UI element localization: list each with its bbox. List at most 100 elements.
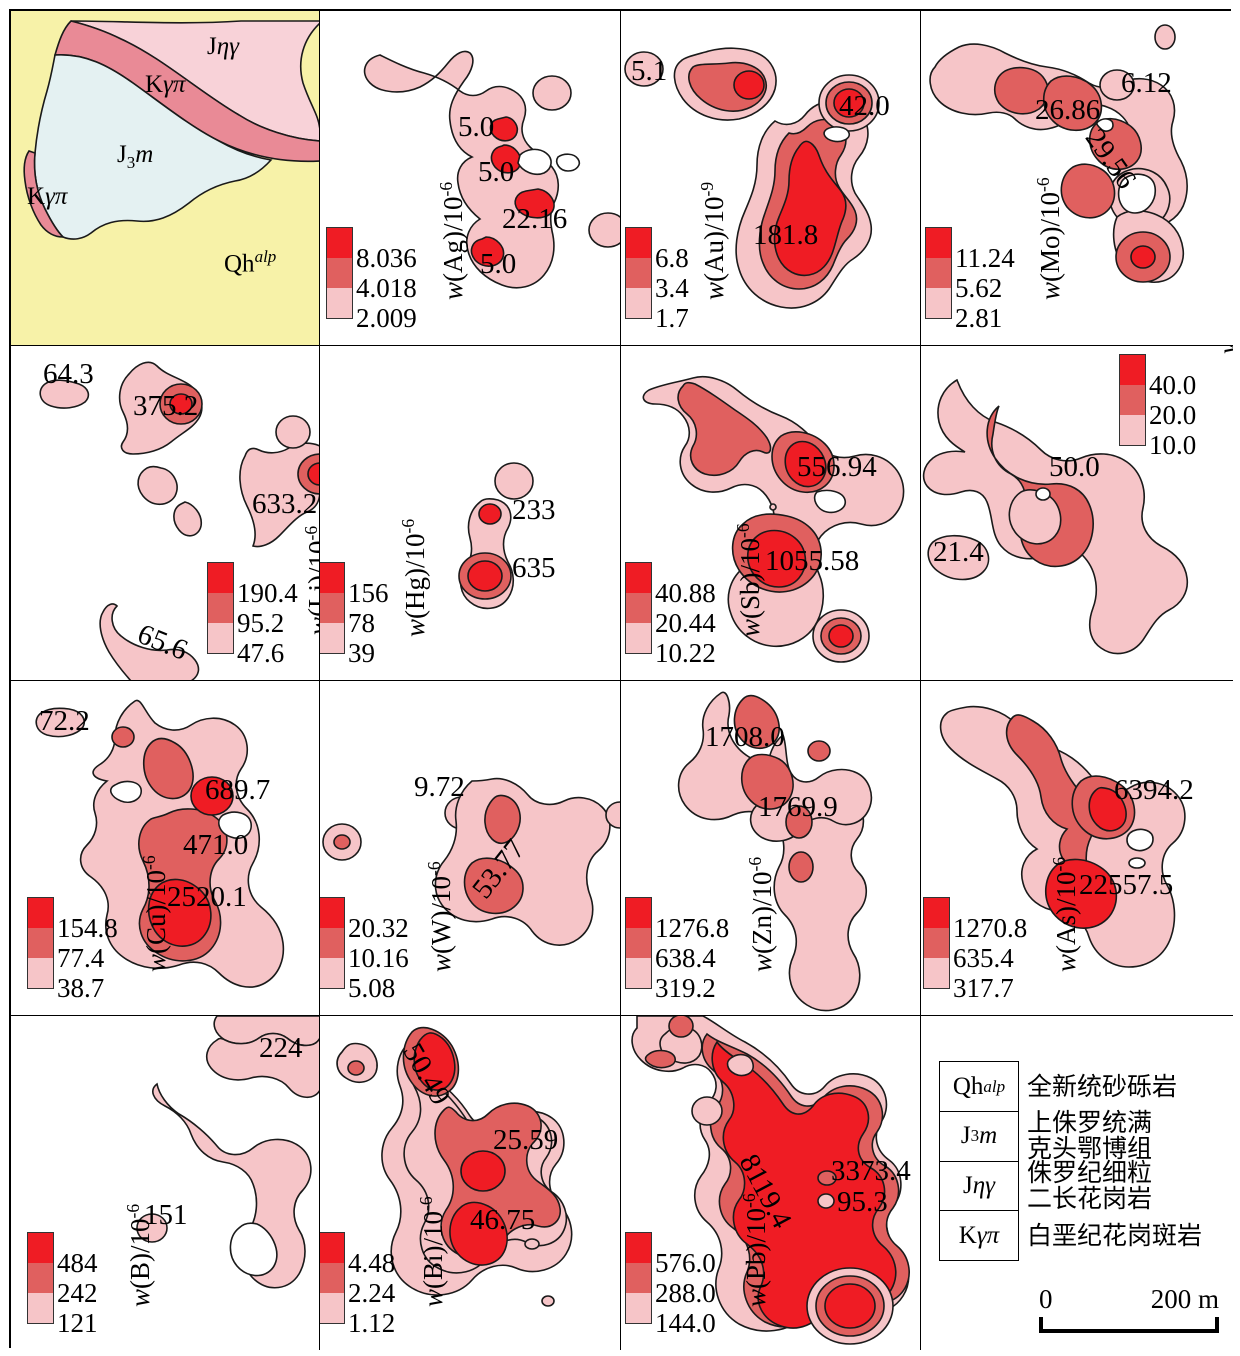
contour-map-hg [320, 346, 620, 680]
legend-ticks-au: 6.8 3.4 1.7 [655, 243, 689, 333]
swatch-high [208, 563, 233, 593]
panel-grid: Jηγ Kγπ J3m Kγπ Qhalp [9, 9, 1233, 1350]
legend-ticks-mo: 11.24 5.62 2.81 [955, 243, 1015, 333]
legend-ticks-hg: 156 78 39 [348, 578, 389, 668]
value-annotation: 689.7 [205, 774, 271, 806]
swatch-mid [924, 928, 949, 958]
value-annotation: 6.12 [1121, 67, 1172, 99]
scale-bar: 0 200 m [1039, 1284, 1219, 1333]
legend-swatches-sb [625, 562, 652, 654]
legend-ticks-w: 20.32 10.16 5.08 [348, 913, 409, 1003]
contours-mo [929, 24, 1188, 283]
legend-swatches-b [27, 1232, 54, 1324]
value-annotation: 5.1 [631, 55, 668, 87]
legend-desc-kgp: 白垩纪花岗斑岩 [1027, 1223, 1202, 1249]
contours-w [322, 777, 620, 946]
swatch-low [924, 958, 949, 988]
contours-cu [35, 699, 285, 988]
legend-tick: 190.4 [237, 578, 298, 608]
value-annotation: 72.2 [39, 705, 90, 737]
value-annotation: 375.2 [133, 390, 199, 422]
legend-cu: 154.8 77.4 38.7 [27, 897, 118, 1003]
legend-tick: 78 [348, 608, 375, 638]
geo-unit-label-kgp-upper: Kγπ [145, 71, 186, 98]
panel-sb: 40.88 20.44 10.22 w(Sb)/10-6 556.94 1055… [621, 346, 921, 681]
swatch-high [327, 228, 352, 258]
legend-desc-line: 侏罗纪细粒 [1027, 1158, 1153, 1188]
legend-ticks-ag: 8.036 4.018 2.009 [356, 243, 417, 333]
swatch-low [926, 288, 951, 318]
panel-as: 1270.8 635.4 317.7 w(As)/10-6 6394.2 225… [921, 681, 1233, 1016]
contours-hg [458, 462, 534, 610]
legend-tick: 121 [57, 1308, 98, 1338]
legend-desc-line: 克头鄂博组 [1027, 1134, 1153, 1164]
swatch-low [320, 623, 344, 653]
swatch-mid [208, 593, 233, 623]
swatch-high [320, 898, 344, 928]
contours-sn [922, 378, 1189, 655]
legend-ticks-pb: 576.0 288.0 144.0 [655, 1248, 716, 1338]
legend-w: 20.32 10.16 5.08 [320, 897, 409, 1003]
legend-tick: 1276.8 [655, 913, 730, 943]
contour-map-w [320, 681, 620, 1015]
axis-unit-label-au: w(Au)/10-9 [697, 181, 729, 300]
value-annotation: 25.59 [493, 1124, 559, 1156]
value-annotation: 46.75 [470, 1204, 536, 1236]
swatch-low [208, 623, 233, 653]
value-annotation: 6394.2 [1114, 774, 1194, 806]
value-annotation: 22557.5 [1079, 869, 1174, 901]
axis-unit-label-bi: w(Bi)/10-6 [416, 1196, 448, 1307]
geo-unit-label-j3m: J3m [117, 141, 154, 172]
panel-li: 190.4 95.2 47.6 w(Li)/10-6 64.3 375.2 63… [11, 346, 320, 681]
contours-zn [677, 691, 873, 1012]
legend-tick: 2.009 [356, 303, 417, 333]
legend-swatches-mo [925, 227, 952, 319]
swatch-low [28, 1293, 53, 1323]
contours-li [39, 361, 319, 680]
contour-map-zn [621, 681, 920, 1015]
legend-tick: 95.2 [237, 608, 285, 638]
swatch-low [626, 1293, 651, 1323]
swatch-mid [626, 593, 651, 623]
panel-geology: Jηγ Kγπ J3m Kγπ Qhalp [11, 11, 320, 346]
value-annotation: 26.86 [1035, 94, 1101, 126]
axis-unit-label-w: w(W)/10-6 [424, 861, 456, 972]
legend-swatches-pb [625, 1232, 652, 1324]
swatch-mid [1120, 385, 1145, 415]
value-annotation: 224 [259, 1032, 303, 1064]
legend-tick: 20.44 [655, 608, 716, 638]
panel-zn: 1276.8 638.4 319.2 w(Zn)/10-6 1708.0 176… [621, 681, 921, 1016]
legend-tick: 10.22 [655, 638, 716, 668]
value-annotation: 5.0 [458, 111, 495, 143]
swatch-high [320, 1233, 344, 1263]
value-annotation: 181.8 [753, 219, 819, 251]
geo-unit-label-jyg: Jηγ [207, 33, 239, 60]
scale-bar-labels: 0 200 m [1039, 1284, 1219, 1317]
value-annotation: 556.94 [797, 451, 877, 483]
scale-bar-graphic [1039, 1317, 1219, 1333]
contour-map-as [921, 681, 1233, 1015]
geology-map: Jηγ Kγπ J3m Kγπ Qhalp [11, 11, 319, 345]
panel-w: 20.32 10.16 5.08 w(W)/10-6 9.72 53.77 [320, 681, 621, 1016]
value-annotation: 22.16 [502, 203, 568, 235]
swatch-mid [320, 928, 344, 958]
legend-swatches-cu [27, 897, 54, 989]
legend-tick: 10.0 [1149, 430, 1197, 460]
legend-tick: 154.8 [57, 913, 118, 943]
legend-tick: 20.0 [1149, 400, 1197, 430]
legend-tick: 5.62 [955, 273, 1003, 303]
legend-row-qhalp: Qh alp 全新统砂砾岩 [939, 1061, 1202, 1112]
panel-ag: 8.036 4.018 2.009 w(Ag)/10-6 5.0 5.0 22.… [320, 11, 621, 346]
legend-tick: 38.7 [57, 973, 105, 1003]
swatch-low [1120, 415, 1145, 445]
swatch-high [626, 228, 651, 258]
legend-tick: 10.16 [348, 943, 409, 973]
legend-swatches-ag [326, 227, 353, 319]
legend-ticks-sn: 40.0 20.0 10.0 [1149, 370, 1196, 460]
legend-mo: 11.24 5.62 2.81 [925, 227, 1015, 333]
legend-ticks-bi: 4.48 2.24 1.12 [348, 1248, 395, 1338]
